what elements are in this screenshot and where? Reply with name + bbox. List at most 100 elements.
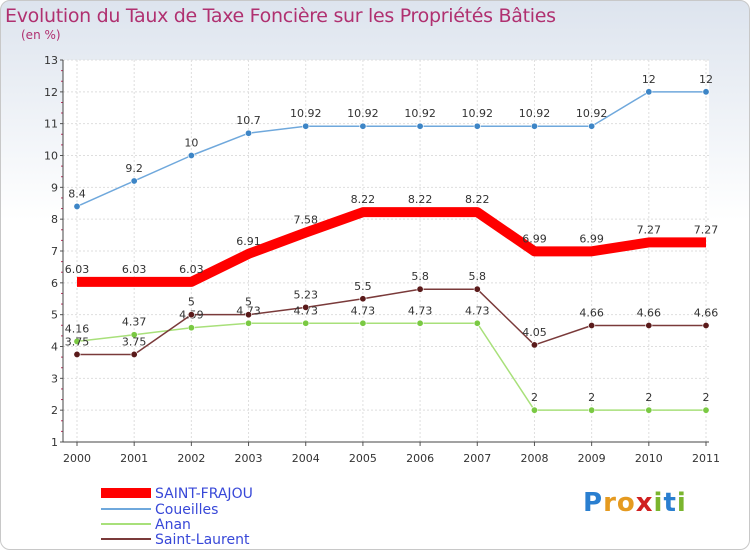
data-point — [645, 88, 653, 96]
logo-letter: x — [635, 488, 654, 518]
series-line-saint-laurent — [77, 288, 706, 356]
unit-label: (en %) — [21, 28, 61, 42]
data-label: 8.22 — [465, 193, 490, 206]
data-point — [187, 311, 195, 319]
data-point — [73, 337, 81, 345]
data-point — [359, 122, 367, 130]
y-tick-label: 1 — [51, 436, 58, 449]
x-tick-label: 2011 — [692, 452, 720, 465]
data-label: 10.92 — [404, 107, 436, 120]
data-label: 6.03 — [179, 263, 204, 276]
data-label: 4.66 — [694, 306, 719, 319]
x-tick-label: 2002 — [177, 452, 205, 465]
data-point — [588, 122, 596, 130]
series-line-saint-frajou — [77, 207, 706, 287]
x-tick-label: 2007 — [463, 452, 491, 465]
data-label: 12 — [642, 73, 656, 86]
y-tick-label: 7 — [51, 245, 58, 258]
data-label: 8.22 — [351, 193, 376, 206]
data-point — [302, 303, 310, 311]
data-label: 5 — [245, 296, 252, 309]
data-point — [302, 122, 310, 130]
data-label: 7.27 — [694, 223, 719, 236]
data-point — [73, 350, 81, 358]
data-label: 2 — [645, 391, 652, 404]
logo-letter: r — [603, 488, 617, 518]
data-label: 7.27 — [637, 223, 662, 236]
data-label: 4.73 — [351, 304, 376, 317]
data-label: 4.37 — [122, 316, 147, 329]
data-point — [416, 319, 424, 327]
data-point — [473, 285, 481, 293]
data-point — [530, 341, 538, 349]
data-label: 8.22 — [408, 193, 433, 206]
x-tick-label: 2008 — [520, 452, 548, 465]
y-tick-label: 3 — [51, 372, 58, 385]
chart-title: Evolution du Taux de Taxe Foncière sur l… — [5, 5, 556, 27]
data-point — [130, 331, 138, 339]
y-tick-label: 2 — [51, 404, 58, 417]
y-tick-label: 11 — [44, 118, 58, 131]
data-point — [130, 177, 138, 185]
data-label: 10 — [184, 137, 198, 150]
data-label: 10.92 — [519, 107, 551, 120]
data-label: 5.23 — [293, 288, 318, 301]
data-label: 6.99 — [579, 232, 604, 245]
data-point — [416, 285, 424, 293]
y-tick-label: 10 — [44, 150, 58, 163]
data-point — [702, 321, 710, 329]
legend-label: Coueilles — [155, 502, 218, 518]
data-label: 10.92 — [347, 107, 379, 120]
data-label: 4.73 — [408, 304, 433, 317]
x-tick-label: 2004 — [292, 452, 320, 465]
data-point — [359, 319, 367, 327]
data-point — [702, 406, 710, 414]
data-point — [302, 319, 310, 327]
data-label: 4.73 — [465, 304, 490, 317]
y-tick-label: 9 — [51, 181, 58, 194]
data-point — [645, 321, 653, 329]
x-tick-label: 2001 — [120, 452, 148, 465]
logo-letter: t — [663, 488, 677, 518]
data-point — [416, 122, 424, 130]
logo-letter: i — [653, 488, 664, 518]
data-label: 4.66 — [637, 306, 662, 319]
y-tick-label: 4 — [51, 341, 58, 354]
data-point — [702, 88, 710, 96]
proxiti-logo: Proxiti — [583, 488, 687, 518]
x-tick-label: 2010 — [635, 452, 663, 465]
data-point — [530, 122, 538, 130]
data-point — [473, 122, 481, 130]
data-label: 4.05 — [522, 326, 547, 339]
data-point — [645, 406, 653, 414]
y-tick-label: 6 — [51, 277, 58, 290]
data-point — [73, 202, 81, 210]
data-point — [187, 152, 195, 160]
legend-label: Saint-Laurent — [155, 532, 250, 548]
x-tick-label: 2009 — [578, 452, 606, 465]
data-label: 4.16 — [65, 322, 90, 335]
data-label: 5.8 — [411, 270, 429, 283]
data-point — [245, 311, 253, 319]
data-label: 6.99 — [522, 232, 547, 245]
y-tick-label: 5 — [51, 309, 58, 322]
data-point — [530, 406, 538, 414]
legend-label: Anan — [155, 517, 191, 533]
data-label: 10.92 — [290, 107, 322, 120]
data-point — [588, 321, 596, 329]
data-label: 2 — [703, 391, 710, 404]
series-line-anan — [76, 322, 706, 411]
data-label: 4.73 — [236, 304, 261, 317]
y-tick-label: 12 — [44, 86, 58, 99]
data-label: 7.58 — [293, 214, 318, 227]
data-label: 6.03 — [122, 263, 147, 276]
data-label: 6.91 — [236, 235, 261, 248]
data-label: 8.4 — [68, 187, 86, 200]
legend-label: SAINT-FRAJOU — [155, 486, 253, 502]
data-label: 2 — [531, 391, 538, 404]
data-point — [245, 319, 253, 327]
x-tick-label: 2005 — [349, 452, 377, 465]
x-tick-label: 2000 — [63, 452, 91, 465]
